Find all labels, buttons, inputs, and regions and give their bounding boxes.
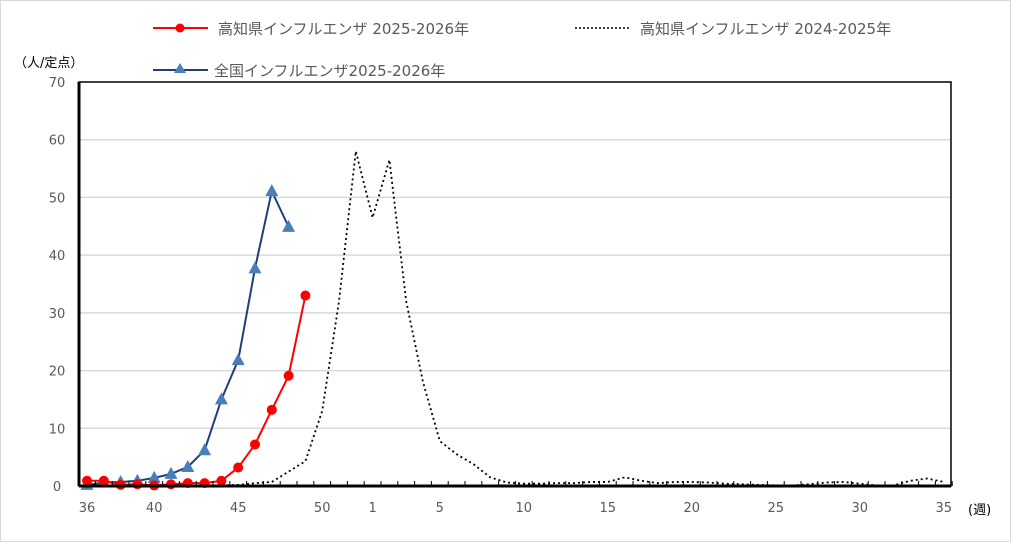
x-tick-label: 45 <box>230 501 247 516</box>
data-point <box>98 475 109 486</box>
data-point <box>250 439 260 450</box>
plot-border <box>78 81 952 487</box>
x-tick-label: 25 <box>768 501 785 516</box>
data-point <box>265 184 279 197</box>
data-point <box>198 443 212 456</box>
y-tick-label: 10 <box>49 422 66 437</box>
legend-label: 高知県インフルエンザ 2024-2025年 <box>640 20 891 38</box>
x-tick-label: 5 <box>436 501 444 516</box>
y-tick-label: 70 <box>49 76 66 91</box>
series-layer <box>80 151 944 491</box>
x-tick-label: 10 <box>516 501 533 516</box>
y-tick-label: 60 <box>49 134 66 149</box>
legend: 高知県インフルエンザ 2025-2026年 高知県インフルエンザ 2024-20… <box>153 20 891 80</box>
data-point <box>82 475 92 486</box>
x-tick-label: 1 <box>368 501 376 516</box>
data-point <box>216 475 227 486</box>
x-tick-label: 15 <box>600 501 617 516</box>
data-point <box>231 353 245 366</box>
data-point <box>164 466 178 479</box>
x-unit-label: (週) <box>968 503 991 518</box>
x-tick-label: 50 <box>314 501 331 516</box>
data-point <box>233 462 244 473</box>
y-tick-label: 20 <box>49 365 66 380</box>
data-point <box>283 370 294 381</box>
series-line-0 <box>87 295 307 487</box>
y-tick-label: 30 <box>49 307 66 322</box>
x-tick-label: 36 <box>79 501 96 516</box>
data-point <box>266 404 277 415</box>
x-tick-label: 35 <box>936 501 953 516</box>
y-tick-label: 50 <box>49 191 66 206</box>
circle-marker-icon <box>175 23 185 33</box>
x-tick-label: 20 <box>684 501 701 516</box>
legend-item-national-2025[interactable]: 全国インフルエンザ2025-2026年 <box>153 62 445 80</box>
data-point <box>132 479 143 490</box>
y-tick-label: 0 <box>53 480 61 495</box>
legend-item-kochi-2024[interactable]: 高知県インフルエンザ 2024-2025年 <box>575 20 891 38</box>
series-line-1 <box>87 151 944 487</box>
gridlines <box>79 138 951 430</box>
data-point <box>181 459 195 472</box>
data-point <box>282 219 296 232</box>
data-point <box>248 261 262 274</box>
data-point <box>300 290 311 301</box>
legend-item-kochi-2025[interactable]: 高知県インフルエンザ 2025-2026年 <box>153 20 469 38</box>
x-tick-label: 40 <box>146 501 163 516</box>
y-tick-label: 40 <box>49 249 66 264</box>
y-unit-label: （人/定点） <box>14 56 83 71</box>
triangle-marker-icon <box>174 63 186 73</box>
data-point <box>214 392 228 405</box>
data-point <box>147 470 161 483</box>
legend-label: 高知県インフルエンザ 2025-2026年 <box>218 20 469 38</box>
data-point <box>166 479 176 490</box>
x-tick-label: 30 <box>852 501 869 516</box>
legend-label: 全国インフルエンザ2025-2026年 <box>214 62 445 80</box>
